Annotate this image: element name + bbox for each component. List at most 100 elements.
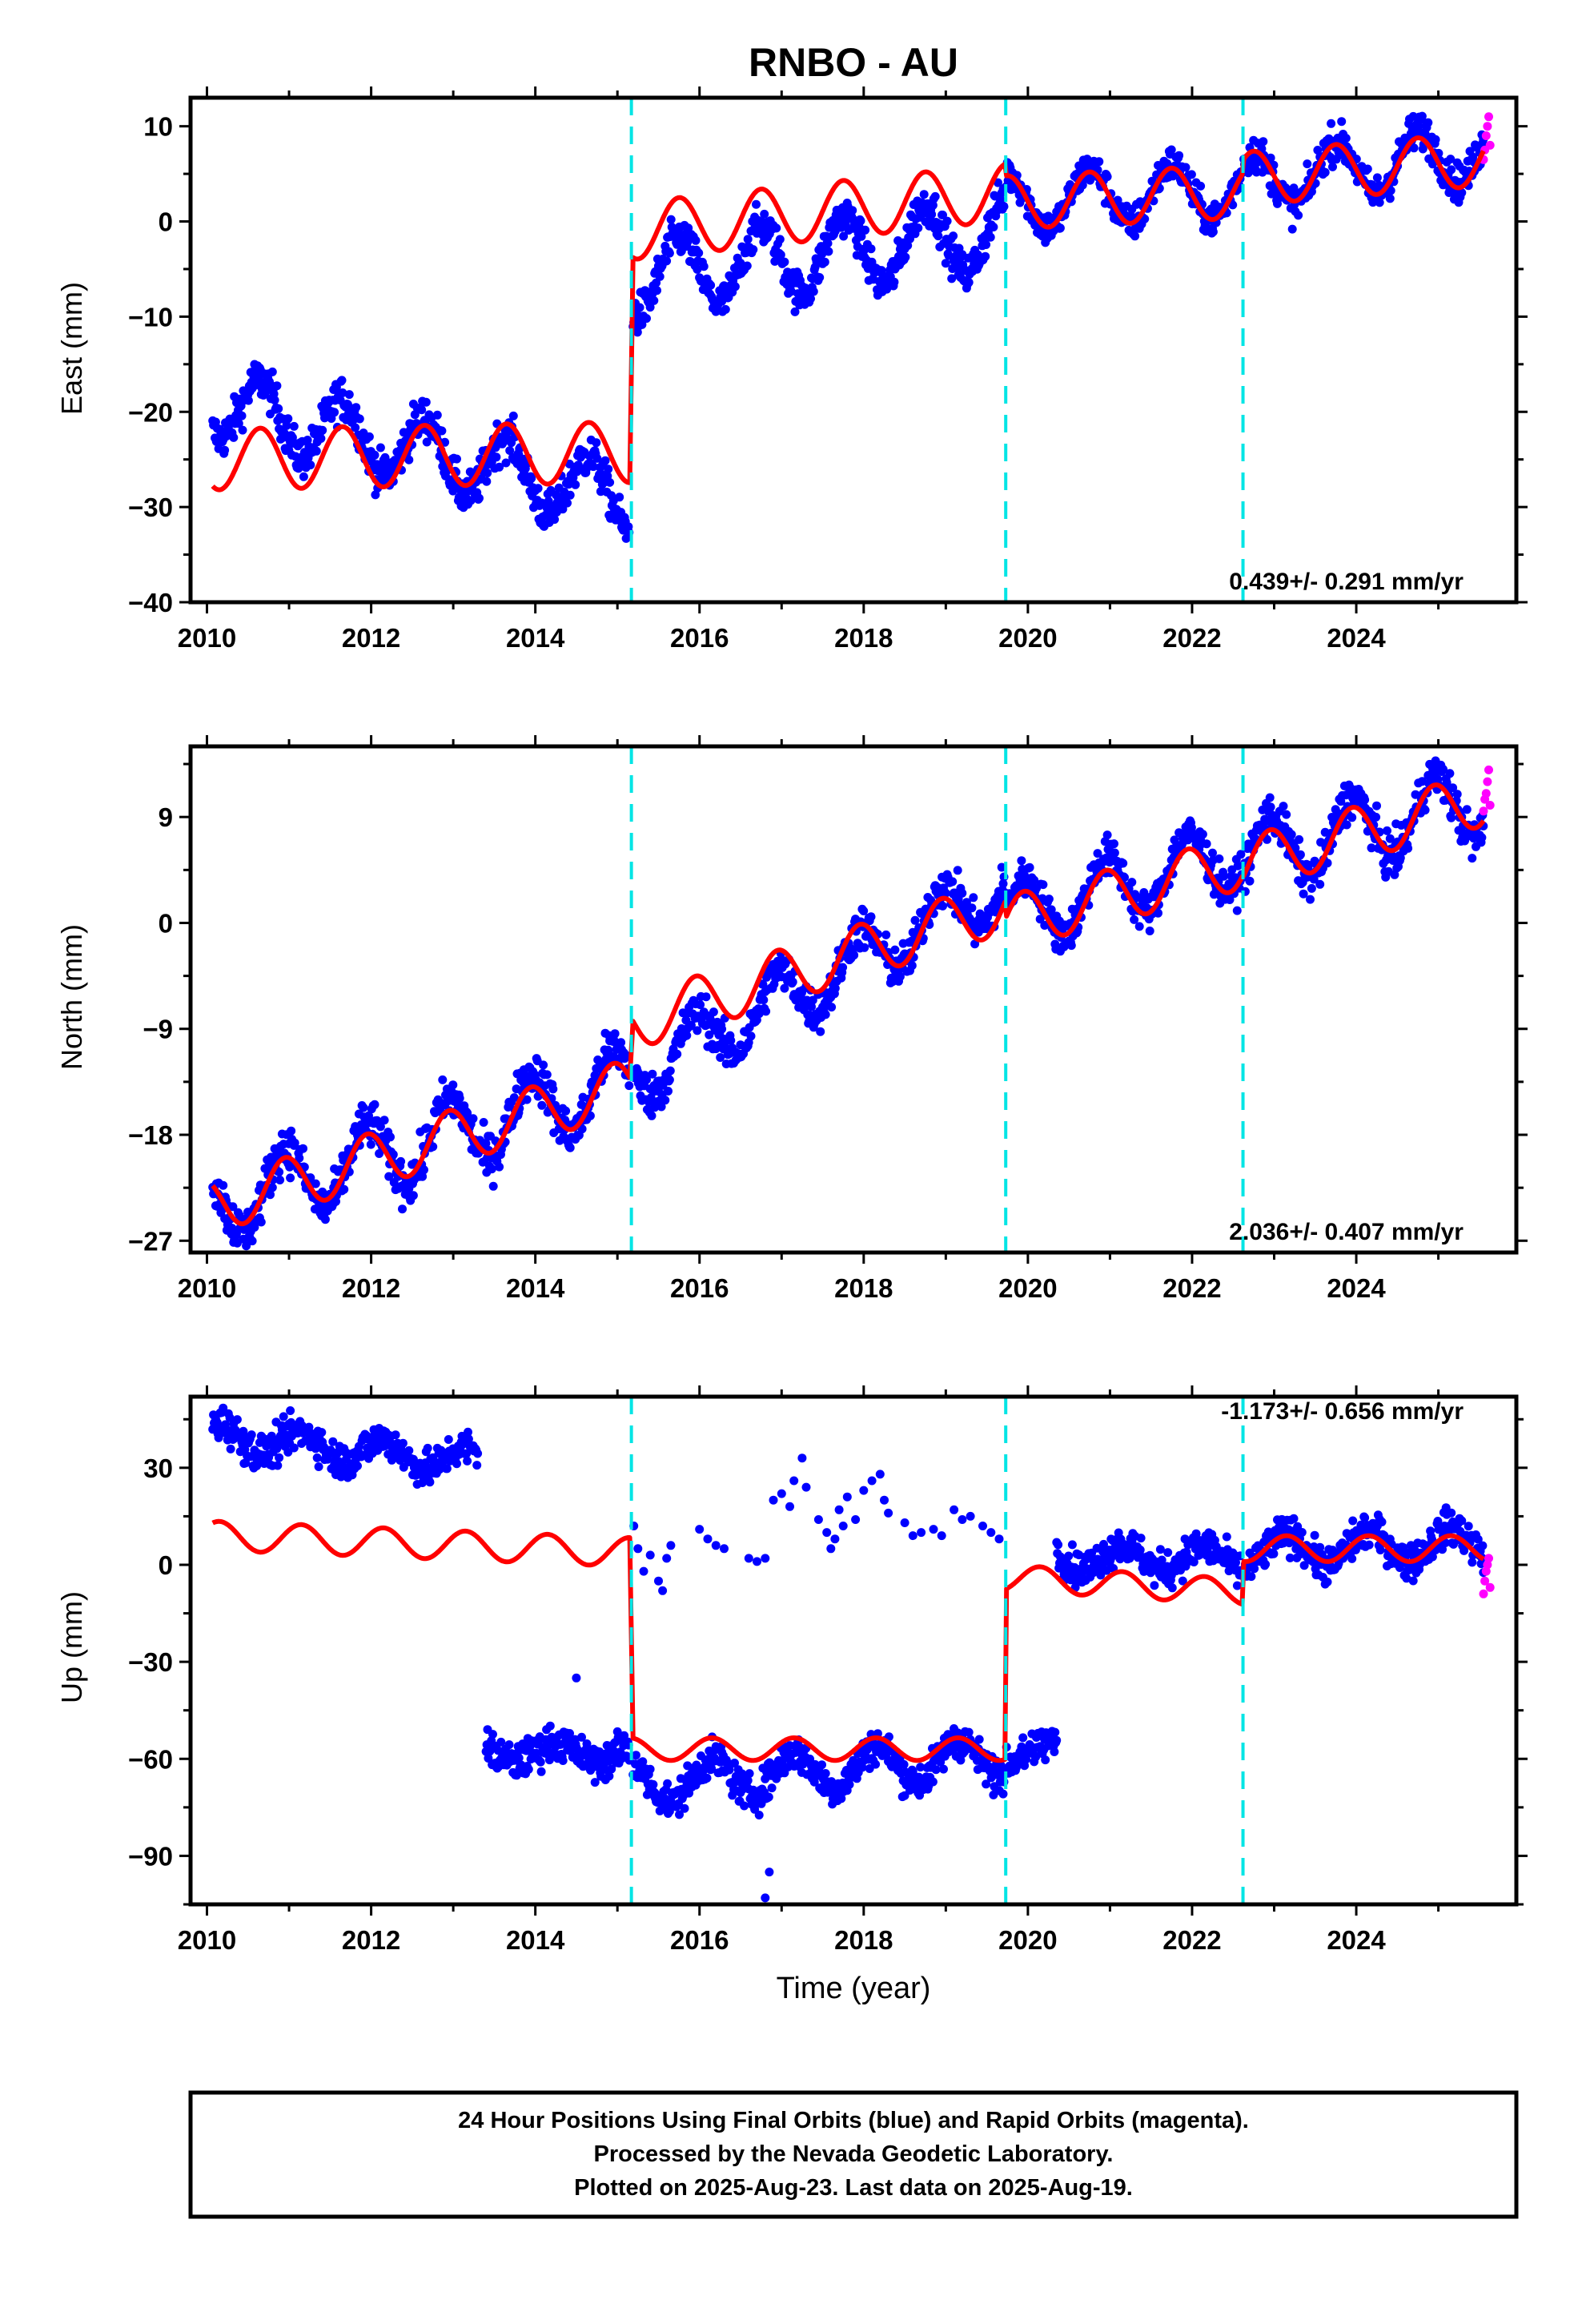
up-data-point bbox=[680, 1803, 689, 1813]
north-data-point bbox=[1266, 802, 1275, 812]
north-rapid-point bbox=[1483, 777, 1492, 786]
up-data-point bbox=[353, 1462, 362, 1470]
east-data-point bbox=[558, 505, 568, 514]
east-data-point bbox=[1162, 159, 1172, 168]
east-data-point bbox=[1186, 170, 1196, 179]
east-data-point bbox=[1327, 119, 1336, 128]
up-data-point bbox=[1232, 1581, 1242, 1590]
east-data-point bbox=[1375, 198, 1384, 207]
north-y-tick-label: −18 bbox=[128, 1120, 173, 1150]
north-data-point bbox=[701, 992, 711, 1002]
up-data-point bbox=[1348, 1516, 1358, 1526]
east-data-point bbox=[267, 367, 277, 376]
up-data-point bbox=[452, 1459, 461, 1469]
east-data-point bbox=[721, 304, 730, 314]
north-data-point bbox=[1360, 795, 1370, 805]
up-data-point bbox=[1135, 1545, 1145, 1554]
east-data-point bbox=[299, 472, 308, 481]
up-data-point bbox=[536, 1757, 545, 1767]
north-data-point bbox=[1452, 790, 1462, 799]
north-data-point bbox=[656, 1102, 666, 1112]
east-data-point bbox=[1386, 186, 1395, 195]
east-data-point bbox=[475, 493, 484, 503]
east-data-point bbox=[452, 454, 461, 464]
north-data-point bbox=[320, 1215, 330, 1224]
east-data-point bbox=[604, 464, 613, 474]
east-data-point bbox=[1368, 198, 1378, 207]
east-data-point bbox=[635, 303, 644, 312]
north-data-point bbox=[1279, 802, 1288, 811]
east-data-point bbox=[1320, 167, 1330, 177]
north-data-point bbox=[997, 862, 1006, 872]
north-x-tick-label: 2016 bbox=[670, 1273, 729, 1303]
east-data-point bbox=[1289, 183, 1299, 193]
up-data-point bbox=[404, 1445, 414, 1455]
north-data-point bbox=[455, 1093, 464, 1103]
east-data-point bbox=[839, 231, 849, 241]
north-data-point bbox=[1233, 861, 1243, 870]
east-data-point bbox=[508, 411, 518, 420]
east-data-point bbox=[437, 426, 447, 436]
east-data-point bbox=[466, 496, 476, 505]
east-data-point bbox=[662, 256, 672, 266]
north-data-point bbox=[379, 1116, 389, 1125]
north-data-point bbox=[1118, 858, 1128, 868]
up-data-point bbox=[558, 1756, 568, 1765]
north-data-point bbox=[398, 1204, 407, 1214]
north-data-point bbox=[1342, 820, 1351, 830]
east-data-point bbox=[318, 425, 327, 435]
north-data-point bbox=[1448, 783, 1458, 793]
east-data-point bbox=[775, 235, 785, 244]
east-data-point bbox=[344, 390, 354, 400]
up-data-point bbox=[524, 1764, 533, 1774]
north-data-point bbox=[1447, 813, 1456, 822]
east-data-point bbox=[649, 296, 659, 305]
north-data-point bbox=[661, 1096, 670, 1105]
up-data-point bbox=[219, 1403, 228, 1413]
up-data-point bbox=[423, 1443, 432, 1453]
north-data-point bbox=[696, 1000, 705, 1010]
up-data-point bbox=[821, 1769, 830, 1778]
east-data-point bbox=[351, 403, 361, 412]
north-data-point bbox=[1307, 883, 1316, 893]
north-data-point bbox=[998, 879, 1008, 888]
up-data-point bbox=[252, 1461, 262, 1470]
east-model-line bbox=[211, 135, 1486, 493]
east-data-point bbox=[934, 231, 943, 241]
north-data-point bbox=[275, 1168, 284, 1176]
east-data-point bbox=[1423, 118, 1433, 127]
east-data-point bbox=[564, 459, 574, 468]
east-plot-area bbox=[208, 98, 1495, 602]
up-data-point bbox=[1323, 1577, 1332, 1586]
north-data-point bbox=[881, 930, 891, 939]
north-data-point bbox=[495, 1162, 504, 1172]
north-data-point bbox=[1306, 895, 1315, 904]
east-data-point bbox=[615, 493, 624, 502]
east-data-point bbox=[1181, 163, 1191, 172]
north-data-point bbox=[682, 1031, 692, 1040]
east-data-point bbox=[806, 294, 815, 304]
up-data-point bbox=[764, 1792, 773, 1802]
east-data-point bbox=[903, 241, 913, 251]
north-data-point bbox=[969, 893, 978, 903]
north-data-point bbox=[585, 1111, 595, 1120]
north-panel: North (mm) 2010 2012 2014 2016 2018 2020 2022 2… bbox=[55, 735, 1528, 1303]
east-data-point bbox=[565, 490, 575, 500]
east-data-point bbox=[815, 273, 825, 282]
north-data-point bbox=[821, 1010, 830, 1019]
up-data-point bbox=[472, 1461, 482, 1470]
up-data-point bbox=[279, 1412, 288, 1421]
east-data-point bbox=[237, 411, 247, 420]
up-data-point bbox=[232, 1415, 242, 1425]
up-data-point bbox=[1163, 1548, 1173, 1558]
north-data-point bbox=[384, 1172, 394, 1181]
up-data-point bbox=[745, 1769, 754, 1779]
up-data-point bbox=[1408, 1576, 1418, 1586]
north-data-point bbox=[1468, 854, 1477, 863]
east-data-point bbox=[404, 455, 414, 464]
east-data-point bbox=[563, 498, 572, 508]
north-y-tick-label: −9 bbox=[143, 1015, 173, 1044]
north-data-point bbox=[286, 1173, 295, 1183]
up-data-point bbox=[1247, 1572, 1256, 1582]
